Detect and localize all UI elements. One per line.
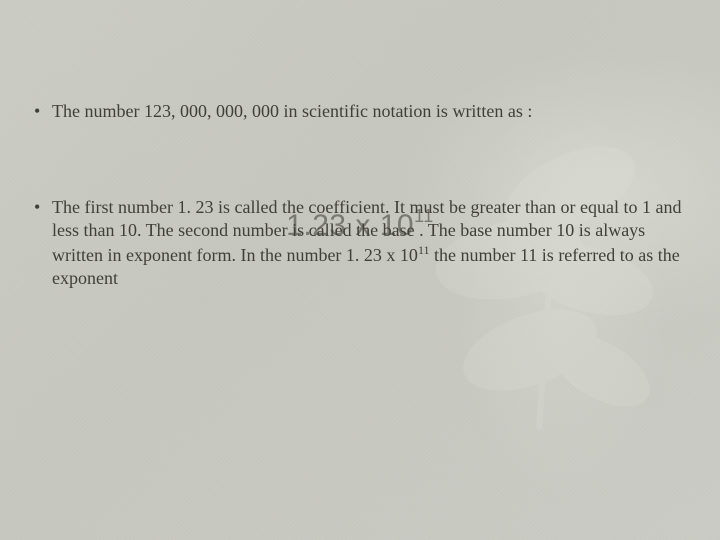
bullet-item-2: • The first number 1. 23 is called the c…	[34, 196, 686, 291]
bullet-text-1: The number 123, 000, 000, 000 in scienti…	[52, 100, 686, 123]
bullet-glyph: •	[34, 196, 52, 219]
bullet-text-2: The first number 1. 23 is called the coe…	[52, 196, 686, 291]
slide-content-2: • The first number 1. 23 is called the c…	[34, 196, 686, 291]
bullet-item-1: • The number 123, 000, 000, 000 in scien…	[34, 100, 686, 123]
bullet-text-2-exp: 11	[418, 243, 430, 257]
bullet-glyph: •	[34, 100, 52, 123]
slide-content: • The number 123, 000, 000, 000 in scien…	[34, 100, 686, 123]
